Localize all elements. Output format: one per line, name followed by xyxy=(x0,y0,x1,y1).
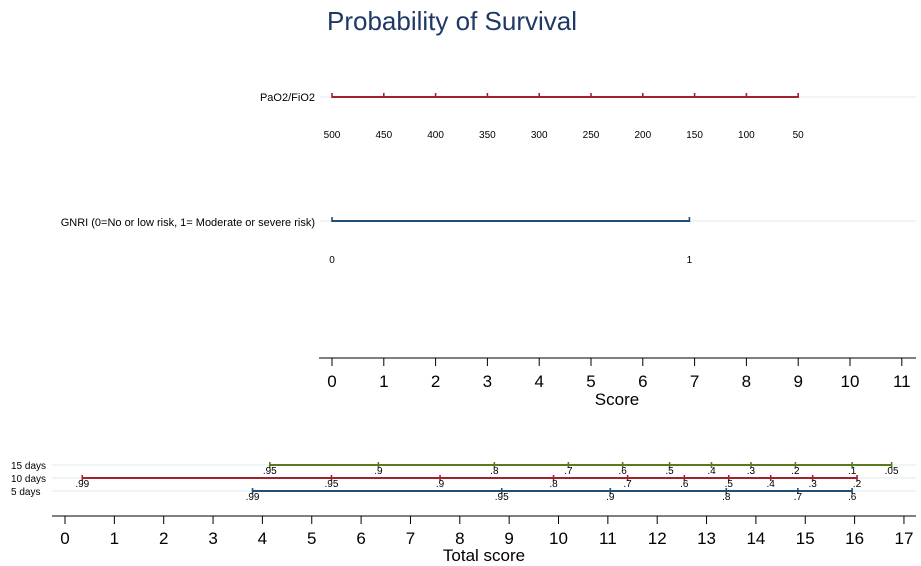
total-axis-tick-label: 3 xyxy=(208,529,217,548)
survival-10-days-tick-label: .95 xyxy=(325,479,339,490)
survival-10-days-tick-label: .9 xyxy=(436,479,445,490)
total-axis-tick-label: 0 xyxy=(60,529,69,548)
survival-15-days-tick-label: .1 xyxy=(848,466,857,477)
variable-1-tick-label: 350 xyxy=(479,130,496,141)
score-axis-tick-label: 5 xyxy=(586,372,595,391)
total-axis-tick-label: 17 xyxy=(894,529,913,548)
survival-5-days-label: 5 days xyxy=(11,487,40,498)
variable-1-tick-label: 250 xyxy=(583,130,600,141)
score-axis-tick-label: 0 xyxy=(327,372,336,391)
total-axis-tick-label: 10 xyxy=(549,529,568,548)
survival-5-days-tick-label: .9 xyxy=(606,492,615,503)
survival-10-days-tick-label: .2 xyxy=(853,479,862,490)
total-axis-tick-label: 12 xyxy=(648,529,667,548)
total-axis-tick-label: 8 xyxy=(455,529,464,548)
total-axis-tick-label: 11 xyxy=(599,529,617,548)
survival-15-days-tick-label: .5 xyxy=(665,466,674,477)
survival-10-days-label: 10 days xyxy=(11,474,46,485)
survival-15-days-tick-label: .2 xyxy=(791,466,800,477)
score-axis-tick-label: 11 xyxy=(893,372,911,391)
survival-10-days-tick-label: .7 xyxy=(623,479,632,490)
score-axis-tick-label: 2 xyxy=(431,372,440,391)
score-axis-tick-label: 7 xyxy=(690,372,699,391)
survival-15-days-tick-label: .6 xyxy=(618,466,627,477)
survival-15-days-tick-label: .7 xyxy=(564,466,573,477)
score-axis-title: Score xyxy=(595,390,639,409)
variable-1-tick-label: 100 xyxy=(738,130,755,141)
total-axis-tick-label: 7 xyxy=(406,529,415,548)
total-axis-tick-label: 13 xyxy=(697,529,716,548)
survival-5-days-tick-label: .7 xyxy=(794,492,803,503)
survival-5-days-tick-label: .99 xyxy=(246,492,260,503)
total-axis-title: Total score xyxy=(443,546,525,565)
total-axis-tick-label: 9 xyxy=(504,529,513,548)
score-axis-tick-label: 9 xyxy=(793,372,802,391)
survival-15-days-tick-label: .8 xyxy=(490,466,499,477)
variable-1-tick-label: 450 xyxy=(375,130,392,141)
survival-15-days-tick-label: .95 xyxy=(263,466,277,477)
survival-10-days-tick-label: .5 xyxy=(725,479,734,490)
score-axis-tick-label: 8 xyxy=(742,372,751,391)
survival-10-days-tick-label: .3 xyxy=(808,479,817,490)
variable-2-label: GNRI (0=No or low risk, 1= Moderate or s… xyxy=(61,217,315,229)
score-axis-tick-label: 3 xyxy=(483,372,492,391)
total-axis-tick-label: 15 xyxy=(796,529,815,548)
variable-1-tick-label: 300 xyxy=(531,130,548,141)
total-axis-tick-label: 1 xyxy=(110,529,119,548)
survival-15-days-label: 15 days xyxy=(11,461,46,472)
variable-1-tick-label: 50 xyxy=(793,130,805,141)
variable-1-tick-label: 500 xyxy=(324,130,341,141)
survival-15-days-tick-label: .05 xyxy=(885,466,899,477)
variable-1-tick-label: 200 xyxy=(634,130,651,141)
variable-1-tick-label: 150 xyxy=(686,130,703,141)
survival-5-days-tick-label: .95 xyxy=(495,492,509,503)
total-axis-tick-label: 4 xyxy=(258,529,267,548)
total-axis-tick-label: 6 xyxy=(356,529,365,548)
survival-5-days-tick-label: .8 xyxy=(722,492,731,503)
score-axis-tick-label: 4 xyxy=(534,372,543,391)
survival-10-days-tick-label: .99 xyxy=(75,479,89,490)
score-axis-tick-label: 1 xyxy=(379,372,388,391)
score-axis-tick-label: 6 xyxy=(638,372,647,391)
variable-1-label: PaO2/FiO2 xyxy=(260,92,315,104)
survival-15-days-tick-label: .3 xyxy=(747,466,756,477)
survival-5-days-tick-label: .6 xyxy=(848,492,857,503)
total-axis-tick-label: 16 xyxy=(845,529,864,548)
survival-10-days-tick-label: .8 xyxy=(549,479,558,490)
score-axis-tick-label: 10 xyxy=(841,372,860,391)
survival-15-days-tick-label: .4 xyxy=(707,466,716,477)
survival-15-days-tick-label: .9 xyxy=(374,466,383,477)
variable-1-tick-label: 400 xyxy=(427,130,444,141)
total-axis-tick-label: 2 xyxy=(159,529,168,548)
total-axis-tick-label: 5 xyxy=(307,529,316,548)
chart-title: Probability of Survival xyxy=(327,6,577,36)
variable-2-tick-label: 0 xyxy=(329,255,335,266)
survival-10-days-tick-label: .6 xyxy=(680,479,689,490)
survival-10-days-tick-label: .4 xyxy=(767,479,776,490)
total-axis-tick-label: 14 xyxy=(746,529,765,548)
variable-2-tick-label: 1 xyxy=(687,255,693,266)
